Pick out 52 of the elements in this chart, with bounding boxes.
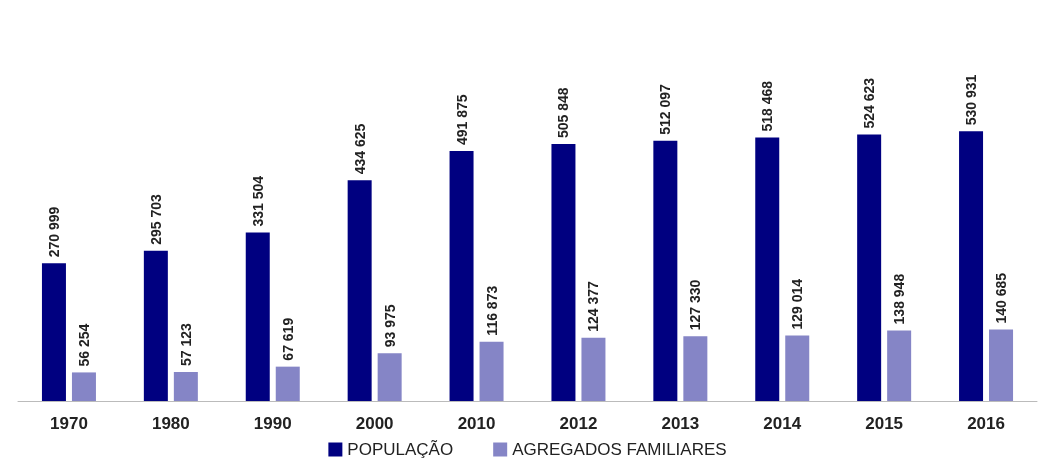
- data-label: 331 504: [249, 175, 266, 227]
- data-label: 116 873: [483, 285, 500, 336]
- bar: [959, 131, 984, 401]
- data-label: 505 848: [555, 87, 572, 139]
- data-label: 140 685: [993, 272, 1010, 324]
- x-tick-label: 1980: [151, 414, 190, 433]
- bar: [41, 263, 66, 401]
- data-label: 127 330: [687, 279, 704, 331]
- data-label: 270 999: [45, 206, 62, 258]
- x-tick-label: 2000: [355, 414, 394, 433]
- bar: [581, 337, 606, 401]
- data-label: 530 931: [963, 74, 980, 126]
- bar: [887, 330, 912, 401]
- bar: [755, 137, 780, 401]
- data-label: 67 619: [279, 317, 296, 361]
- bar: [989, 329, 1014, 401]
- data-label: 512 097: [657, 84, 674, 135]
- bar: [245, 232, 270, 401]
- x-tick-label: 2013: [661, 414, 700, 433]
- x-tick-label: 2015: [865, 414, 904, 433]
- legend-label: AGREGADOS FAMILIARES: [512, 440, 727, 459]
- data-label: 434 625: [351, 123, 368, 175]
- data-label: 56 254: [75, 323, 92, 367]
- bar: [551, 144, 576, 401]
- data-label: 93 975: [381, 304, 398, 348]
- bar: [173, 371, 198, 401]
- bar: [653, 140, 678, 401]
- bar: [377, 353, 402, 401]
- x-tick-label: 2016: [967, 414, 1005, 433]
- legend-label: POPULAÇÃO: [347, 440, 454, 459]
- bar: [449, 151, 474, 401]
- bar: [785, 335, 810, 401]
- x-tick-label: 2010: [457, 414, 496, 433]
- bar: [683, 336, 708, 401]
- x-tick-label: 1990: [253, 414, 292, 433]
- data-label: 295 703: [147, 193, 164, 245]
- bar: [275, 366, 300, 401]
- bar: [143, 250, 168, 401]
- x-tick-label: 2012: [559, 414, 598, 433]
- data-label: 57 123: [177, 322, 194, 366]
- data-label: 138 948: [891, 273, 908, 325]
- bar: [347, 180, 372, 401]
- data-label: 491 875: [453, 94, 470, 146]
- bar: [857, 134, 882, 401]
- data-label: 129 014: [789, 278, 806, 330]
- data-label: 524 623: [861, 77, 878, 129]
- x-tick-label: 2014: [763, 414, 802, 433]
- bar: [479, 341, 504, 401]
- x-tick-label: 1970: [50, 414, 88, 433]
- bar: [71, 372, 96, 401]
- data-label: 518 468: [759, 80, 776, 132]
- data-label: 124 377: [585, 280, 602, 332]
